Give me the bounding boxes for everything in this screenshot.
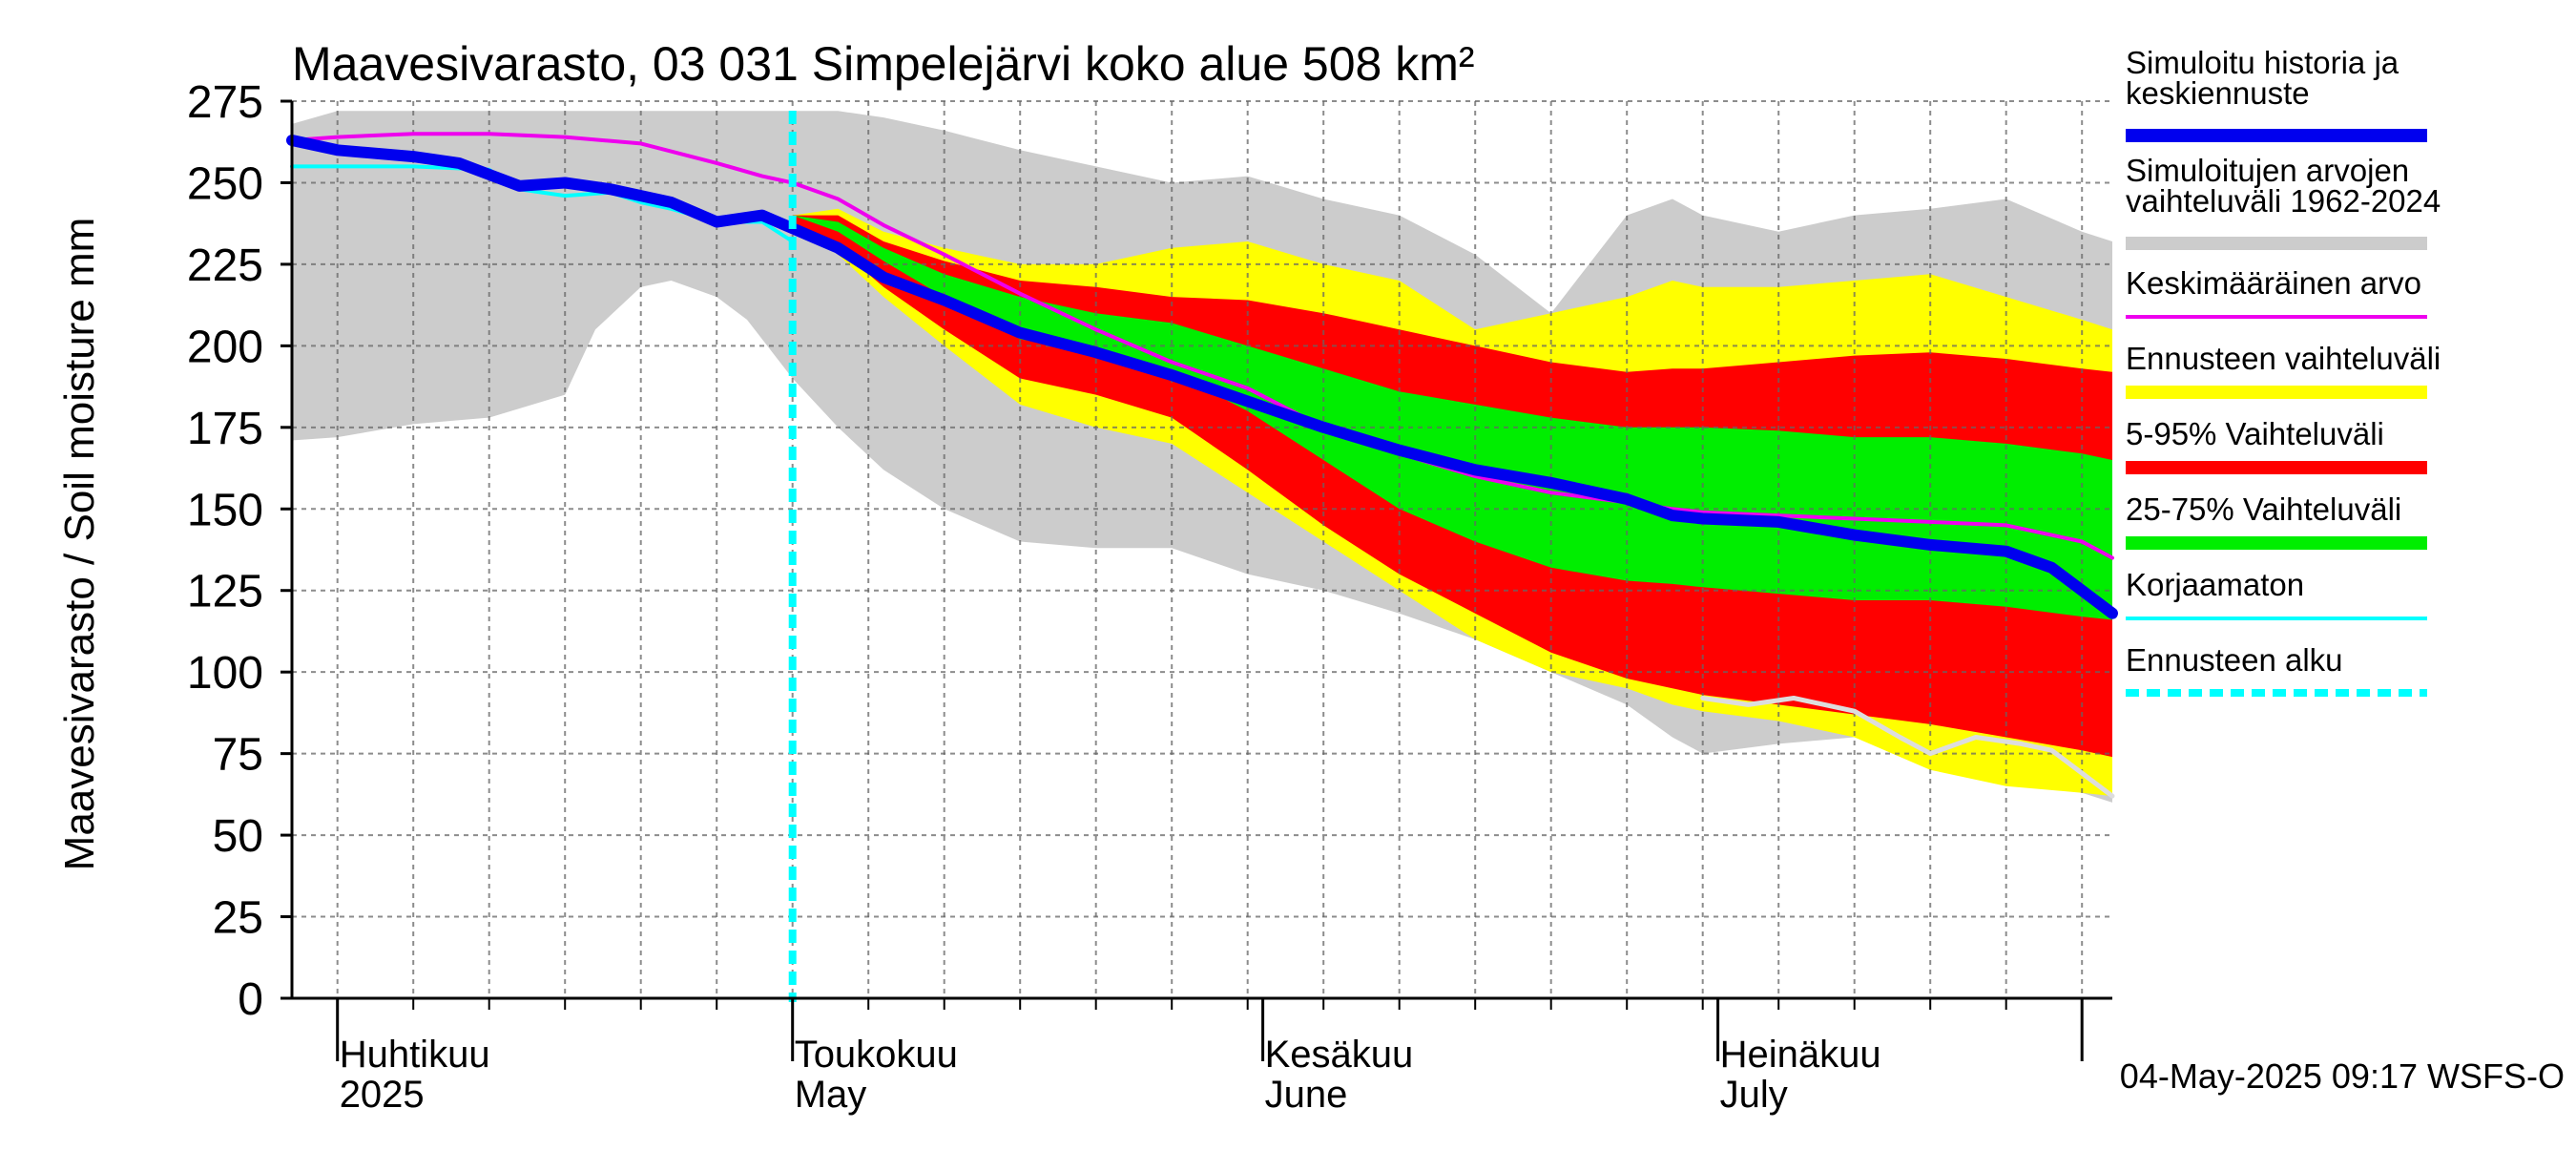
legend-label: Simuloitujen arvojen (2126, 153, 2409, 188)
x-month-label-fi: Toukokuu (795, 1034, 958, 1076)
x-month-label-en: 2025 (340, 1074, 425, 1116)
legend-label: vaihteluväli 1962-2024 (2126, 183, 2441, 219)
timestamp: 04-May-2025 09:17 WSFS-O (2120, 1056, 2565, 1096)
x-month-label-en: June (1265, 1074, 1348, 1116)
y-tick-label: 100 (187, 648, 263, 699)
legend-item: 5-95% Vaihteluväli (2126, 416, 2427, 474)
legend-label: Korjaamaton (2126, 567, 2304, 602)
legend-label: Simuloitu historia ja (2126, 45, 2399, 80)
chart-title: Maavesivarasto, 03 031 Simpelejärvi koko… (292, 37, 1475, 91)
legend-label: Ennusteen alku (2126, 642, 2343, 678)
y-tick-label: 225 (187, 240, 263, 291)
line-keskim-r-inen-arvo (290, 132, 2114, 560)
x-month-label-en: May (795, 1074, 867, 1116)
legend-item: Korjaamaton (2126, 567, 2427, 620)
y-tick-label: 150 (187, 485, 263, 535)
legend-label: keskiennuste (2126, 75, 2310, 111)
x-month-label-fi: Kesäkuu (1265, 1034, 1414, 1076)
legend-item: Ennusteen vaihteluväli (2126, 341, 2441, 399)
y-tick-label: 0 (238, 974, 263, 1025)
legend-label: Ennusteen vaihteluväli (2126, 341, 2441, 376)
y-tick-label: 75 (213, 730, 263, 781)
y-tick-label: 275 (187, 77, 263, 128)
legend-label: 25-75% Vaihteluväli (2126, 491, 2401, 527)
legend-label: Keskimääräinen arvo (2126, 265, 2421, 301)
y-tick-label: 50 (213, 811, 263, 862)
line-grey-lower-envelope-trace (1700, 696, 2115, 799)
y-tick-label: 25 (213, 893, 263, 944)
legend-item: 25-75% Vaihteluväli (2126, 491, 2427, 550)
y-tick-label: 200 (187, 322, 263, 372)
x-month-label-fi: Huhtikuu (340, 1034, 490, 1076)
x-month-label-fi: Heinäkuu (1720, 1034, 1881, 1076)
line-simuloitu-historia-ja-keskiennuste (286, 135, 2118, 619)
y-tick-label: 250 (187, 158, 263, 209)
y-tick-label: 125 (187, 567, 263, 617)
legend-label: 5-95% Vaihteluväli (2126, 416, 2384, 451)
y-tick-label: 175 (187, 404, 263, 454)
legend-item: Ennusteen alku (2126, 642, 2427, 697)
x-month-label-en: July (1720, 1074, 1788, 1116)
y-axis-label: Maavesivarasto / Soil moisture mm (56, 218, 103, 871)
legend-item: Keskimääräinen arvo (2126, 265, 2427, 319)
